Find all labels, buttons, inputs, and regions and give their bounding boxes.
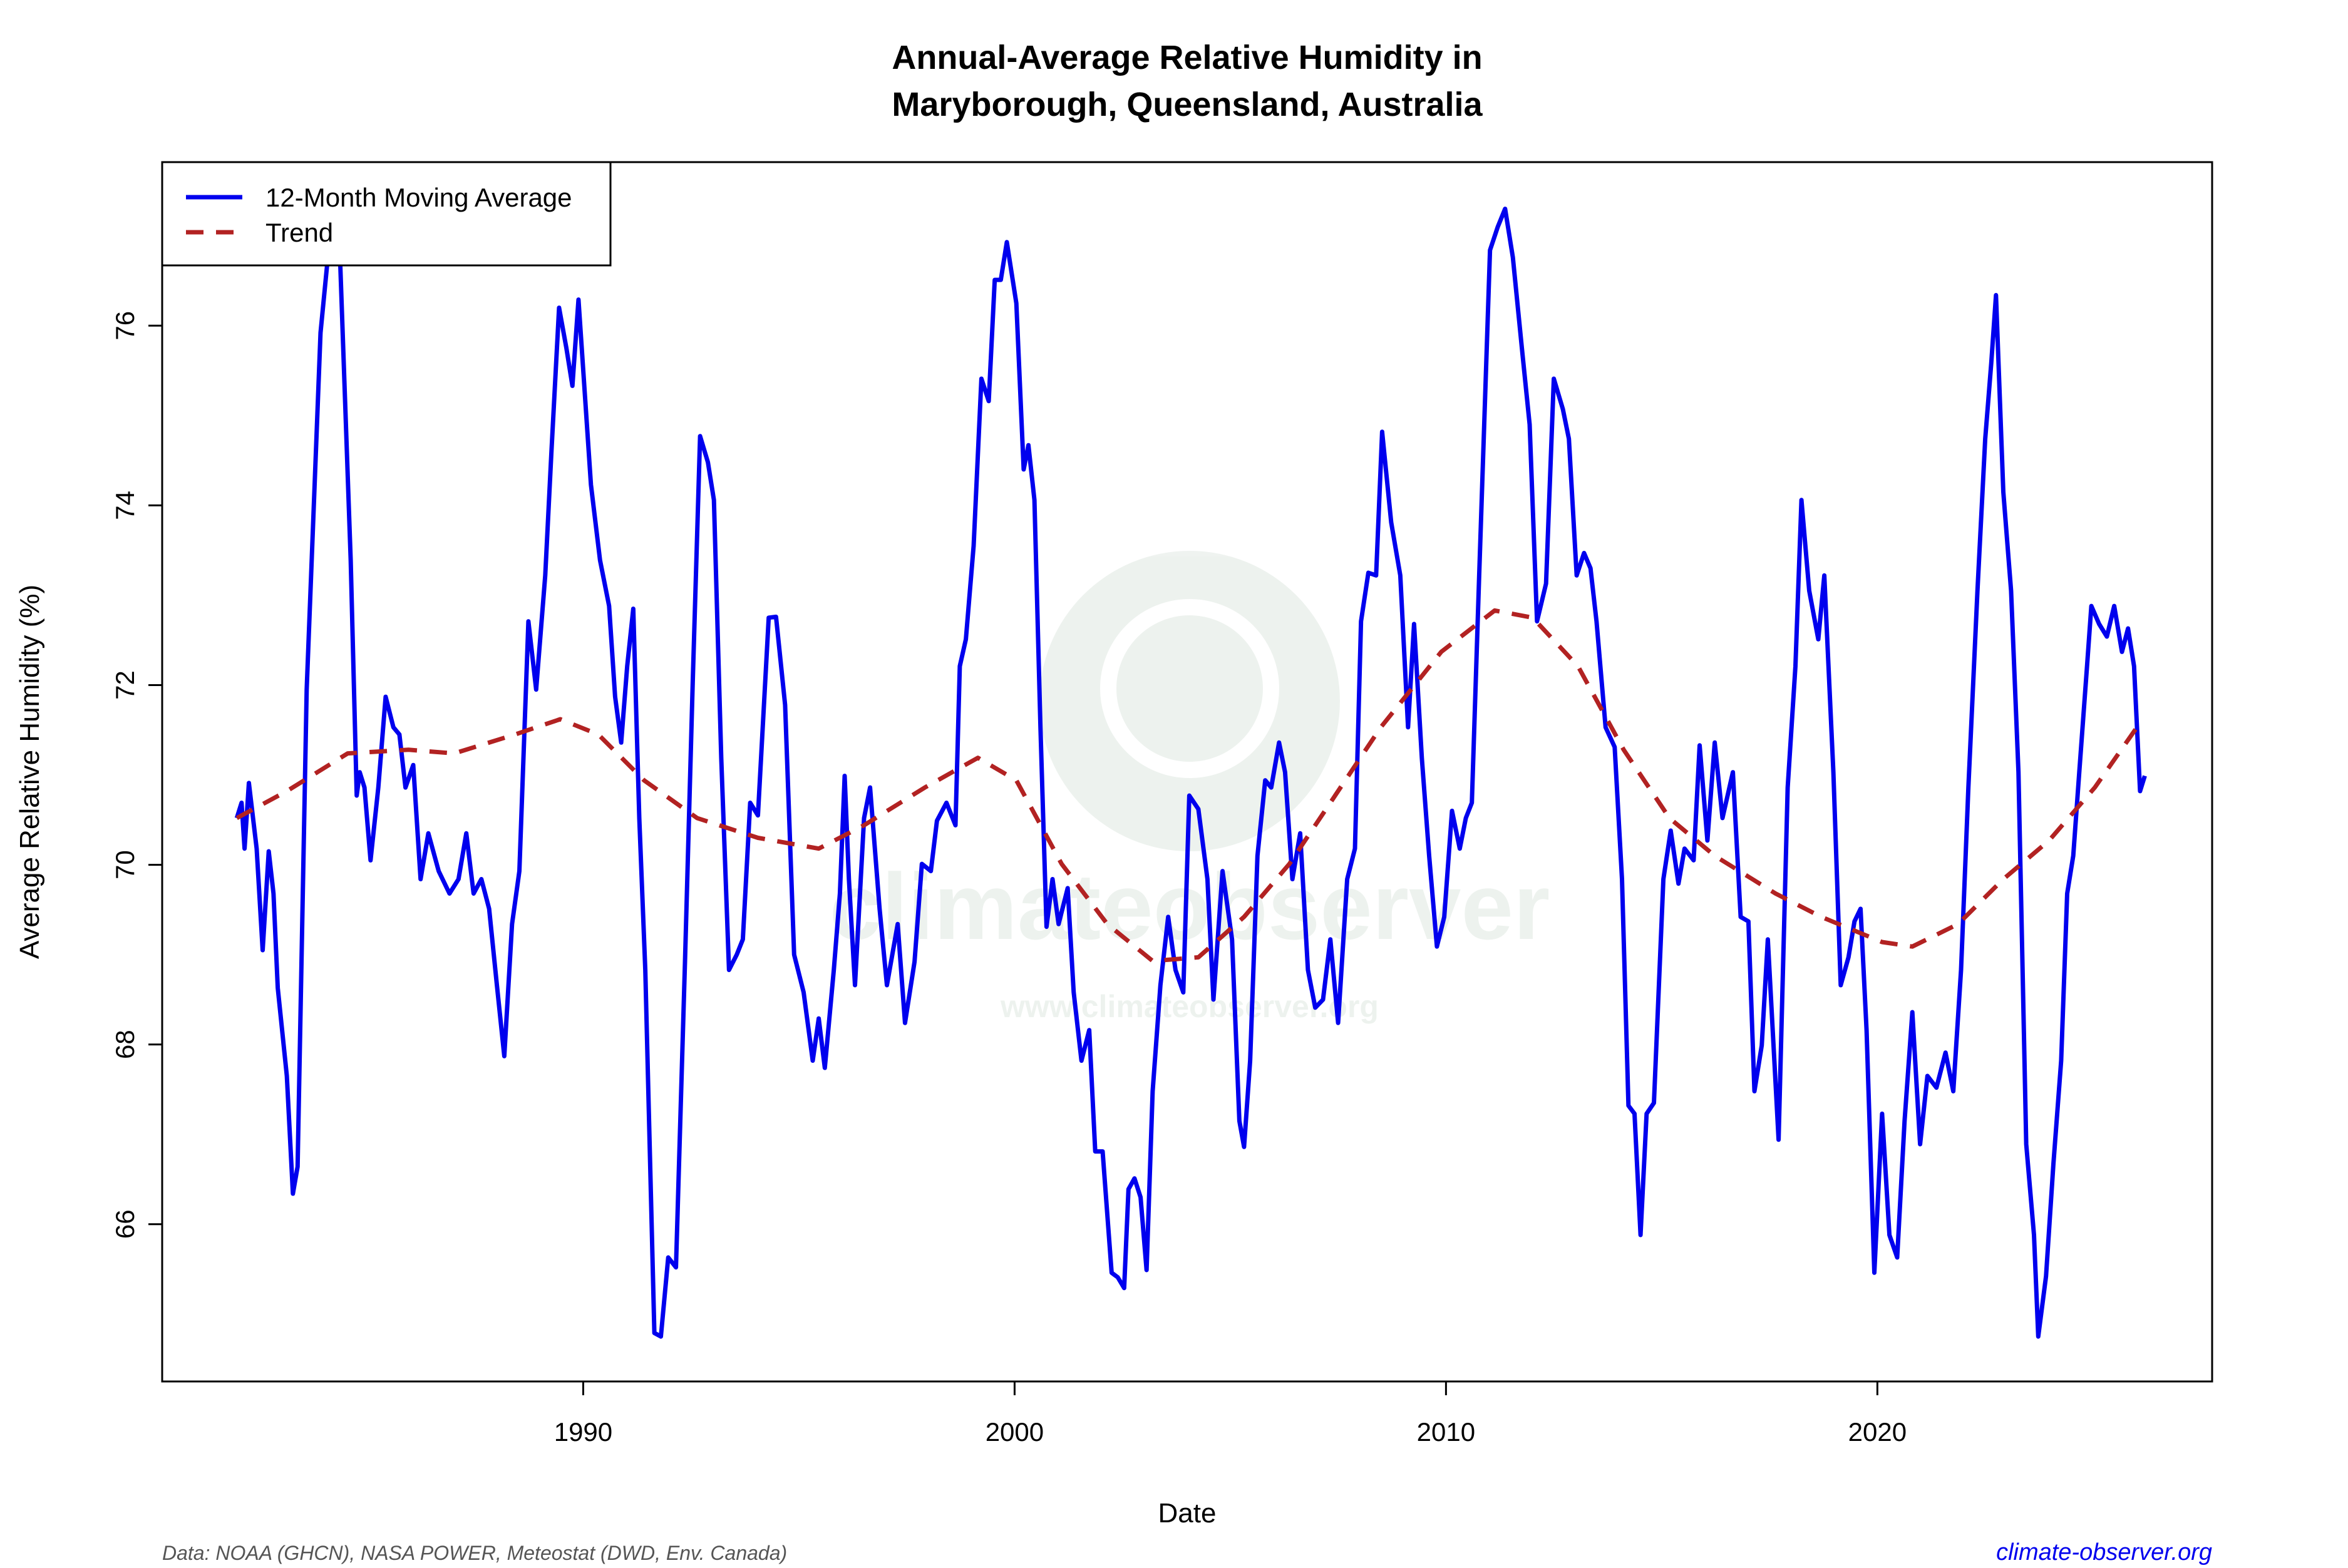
x-tick-label: 2010 [1417, 1417, 1475, 1447]
y-tick-label: 74 [110, 491, 140, 520]
plot-frame [161, 161, 2213, 1383]
credit-link[interactable]: climate-observer.org [1996, 1539, 2212, 1565]
watermark-globe [1039, 551, 1340, 851]
y-tick-label: 72 [110, 670, 140, 700]
source-note: Data: NOAA (GHCN), NASA POWER, Meteostat… [162, 1542, 787, 1564]
chart-title: Annual-Average Relative Humidity in [892, 39, 1482, 76]
data-line [234, 195, 2147, 1339]
legend-label: Trend [265, 218, 333, 247]
x-tick-label: 1990 [554, 1417, 612, 1447]
y-tick-label: 76 [110, 311, 140, 341]
y-tick-label: 68 [110, 1030, 140, 1059]
y-tick-label: 70 [110, 850, 140, 879]
y-axis-label: Average Relative Humidity (%) [14, 585, 45, 959]
trend-line [235, 608, 2142, 963]
x-tick-label: 2020 [1848, 1417, 1907, 1447]
y-tick-label: 66 [110, 1209, 140, 1239]
legend-label: 12-Month Moving Average [265, 183, 572, 212]
watermark-text: climateobserver [830, 854, 1550, 959]
chart-title: Maryborough, Queensland, Australia [892, 86, 1483, 123]
legend-box [161, 161, 612, 267]
watermark: climateobserver www.climateobserver.org [830, 551, 1550, 1024]
watermark-globe-line [1100, 599, 1279, 778]
x-tick-label: 2000 [986, 1417, 1044, 1447]
x-axis-label: Date [1158, 1498, 1217, 1529]
